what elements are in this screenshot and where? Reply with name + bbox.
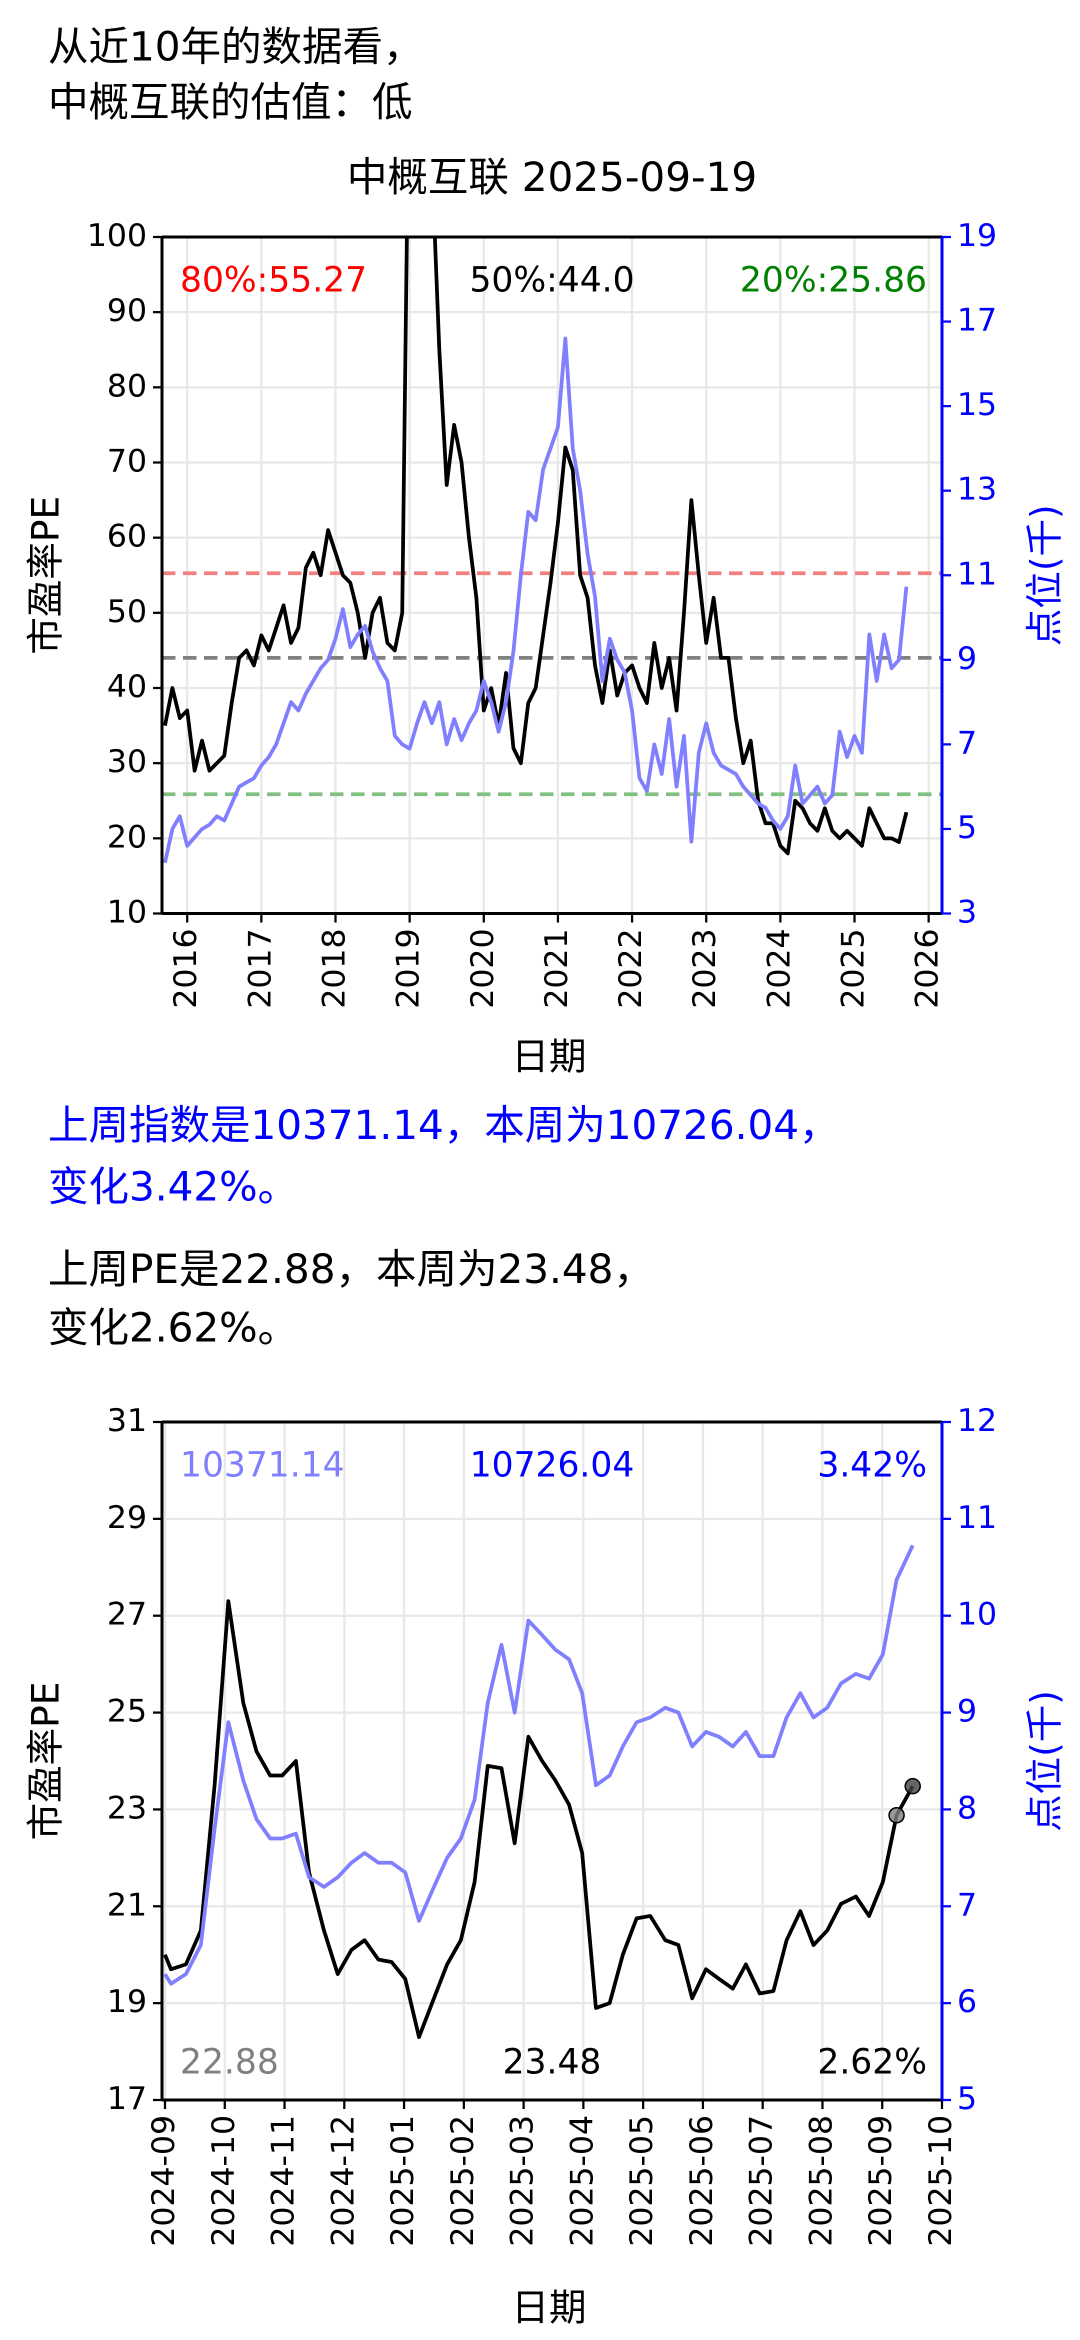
y2-tick-label: 5 <box>957 2081 977 2117</box>
annotation: 23.48 <box>503 2043 602 2083</box>
y2-tick-label: 15 <box>957 387 997 423</box>
annotation: 10726.04 <box>470 1446 635 1486</box>
y2-tick-label: 7 <box>957 1887 977 1923</box>
y2-tick-label: 9 <box>957 641 977 677</box>
note-line: 变化3.42%。 <box>48 1163 298 1211</box>
x-tick-label: 2026 <box>910 929 946 1009</box>
annotation: 3.42% <box>817 1446 927 1486</box>
x-axis-label: 日期 <box>512 2286 587 2330</box>
y-tick-label: 100 <box>87 218 147 254</box>
point-marker <box>904 1777 921 1795</box>
y2-tick-label: 13 <box>957 472 997 508</box>
y-tick-label: 25 <box>107 1694 147 1730</box>
y-tick-label: 90 <box>107 293 147 329</box>
y-tick-label: 31 <box>107 1403 147 1439</box>
x-tick-label: 2025 <box>836 929 872 1009</box>
annotation: 2.62% <box>817 2043 927 2083</box>
x-tick-label: 2025-02 <box>445 2115 481 2247</box>
y2-tick-label: 7 <box>957 725 977 761</box>
reference-label: 80%:55.27 <box>180 261 367 301</box>
x-tick-label: 2024 <box>761 929 797 1009</box>
y2-tick-label: 19 <box>957 218 997 254</box>
series-line <box>163 237 909 856</box>
x-tick-label: 2024-09 <box>146 2115 182 2247</box>
x-tick-label: 2025-09 <box>863 2115 899 2247</box>
series-line <box>163 1544 915 1986</box>
heading-line: 中概互联的估值：低 <box>48 78 413 126</box>
plot-area <box>163 1544 915 2039</box>
y2-tick-label: 5 <box>957 810 977 846</box>
y-axis-label: 市盈率PE <box>24 496 68 655</box>
x-tick-label: 2017 <box>242 929 278 1009</box>
y2-tick-label: 8 <box>957 1790 977 1826</box>
y2-tick-label: 6 <box>957 1984 977 2020</box>
chart-title: 中概互联 2025-09-19 <box>347 153 757 201</box>
x-tick-label: 2021 <box>539 929 575 1009</box>
heading-line: 从近10年的数据看， <box>48 23 424 71</box>
x-tick-label: 2020 <box>465 929 501 1009</box>
y-tick-label: 80 <box>107 368 147 404</box>
x-tick-label: 2025-10 <box>923 2115 959 2247</box>
y-axis-label: 市盈率PE <box>24 1682 68 1841</box>
x-tick-label: 2024-10 <box>206 2115 242 2247</box>
y2-axis-label: 点位(千) <box>1023 504 1067 646</box>
plot-area <box>163 237 909 864</box>
y2-tick-label: 3 <box>957 895 977 931</box>
x-tick-label: 2024-11 <box>266 2115 302 2247</box>
y-tick-label: 27 <box>107 1597 147 1633</box>
x-tick-label: 2025-01 <box>385 2115 421 2247</box>
x-tick-label: 2019 <box>391 929 427 1009</box>
y2-tick-label: 11 <box>957 556 997 592</box>
y-tick-label: 17 <box>107 2081 147 2117</box>
y-tick-label: 60 <box>107 519 147 555</box>
x-tick-label: 2016 <box>168 929 204 1009</box>
x-tick-label: 2023 <box>687 929 723 1009</box>
reference-label: 20%:25.86 <box>740 261 927 301</box>
y-tick-label: 70 <box>107 444 147 480</box>
y-tick-label: 30 <box>107 744 147 780</box>
x-tick-label: 2025-03 <box>505 2115 541 2247</box>
y-tick-label: 29 <box>107 1500 147 1536</box>
point-marker <box>888 1806 905 1824</box>
y-tick-label: 20 <box>107 819 147 855</box>
y2-tick-label: 17 <box>957 303 997 339</box>
y-tick-label: 40 <box>107 669 147 705</box>
y2-axis-label: 点位(千) <box>1023 1690 1067 1832</box>
x-tick-label: 2022 <box>613 929 649 1009</box>
y-tick-label: 50 <box>107 594 147 630</box>
reference-label: 50%:44.0 <box>469 261 634 301</box>
x-tick-label: 2025-04 <box>564 2115 600 2247</box>
note-line: 变化2.62%。 <box>48 1304 298 1352</box>
x-tick-label: 2025-05 <box>624 2115 660 2247</box>
y2-tick-label: 10 <box>957 1597 997 1633</box>
y-tick-label: 19 <box>107 1984 147 2020</box>
x-tick-label: 2025-06 <box>684 2115 720 2247</box>
series-line <box>163 1599 915 2039</box>
note-line: 上周PE是22.88，本周为23.48， <box>48 1245 654 1293</box>
x-tick-label: 2025-07 <box>744 2115 780 2247</box>
annotation: 22.88 <box>180 2043 279 2083</box>
note-line: 上周指数是10371.14，本周为10726.04， <box>48 1101 840 1149</box>
y-tick-label: 10 <box>107 895 147 931</box>
y2-tick-label: 12 <box>957 1403 997 1439</box>
x-tick-label: 2018 <box>316 929 352 1009</box>
y-tick-label: 21 <box>107 1887 147 1923</box>
annotation: 10371.14 <box>180 1446 345 1486</box>
y2-tick-label: 9 <box>957 1694 977 1730</box>
x-axis-label: 日期 <box>512 1035 587 1079</box>
x-tick-label: 2024-12 <box>325 2115 361 2247</box>
y-tick-label: 23 <box>107 1790 147 1826</box>
y2-tick-label: 11 <box>957 1500 997 1536</box>
series-line <box>163 336 909 864</box>
x-tick-label: 2025-08 <box>803 2115 839 2247</box>
